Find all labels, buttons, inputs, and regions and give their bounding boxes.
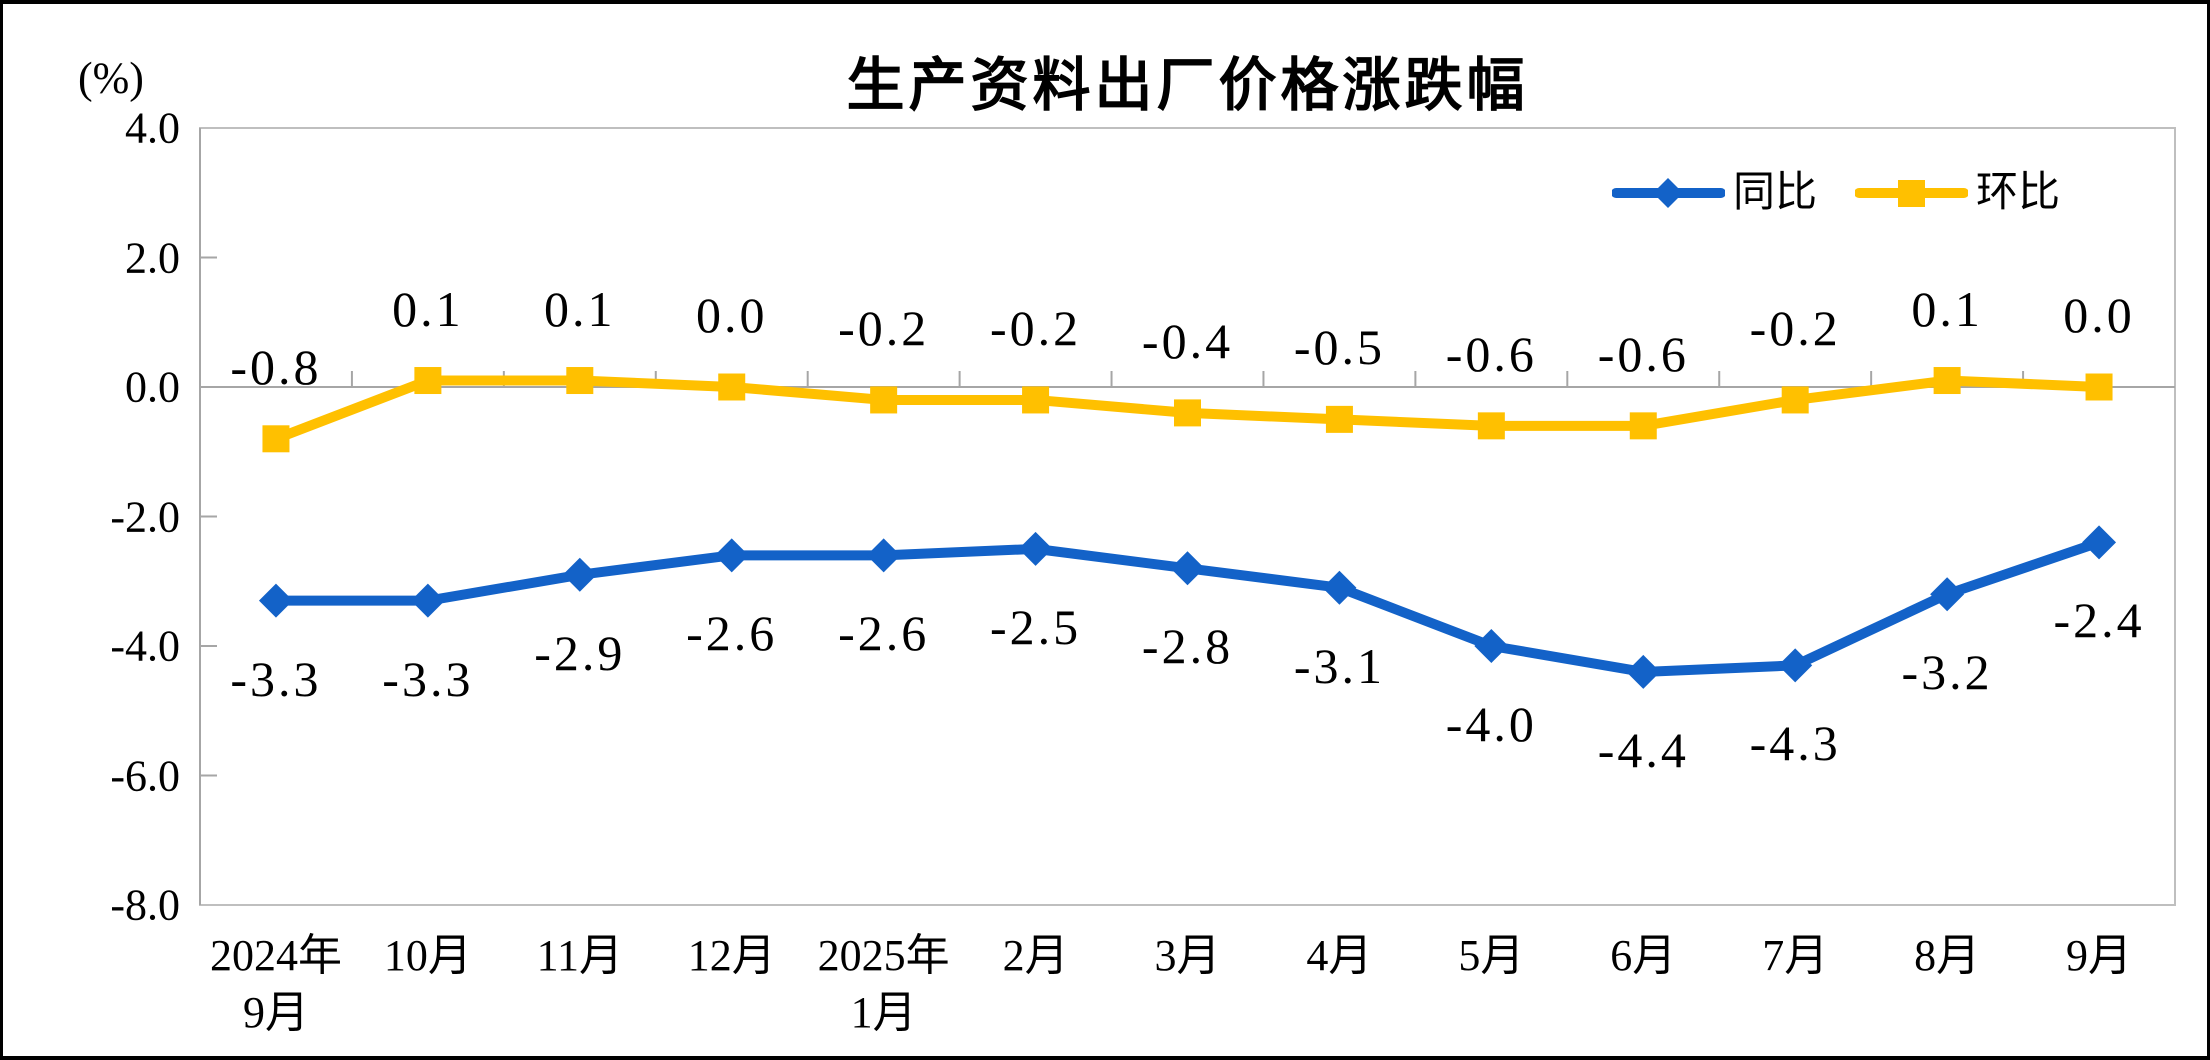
data-label: -0.2 bbox=[838, 299, 930, 356]
x-tick-label: 7月 bbox=[1762, 931, 1829, 980]
series-marker-1 bbox=[1477, 412, 1505, 440]
series-marker-1 bbox=[566, 367, 594, 395]
data-label: -3.1 bbox=[1293, 637, 1385, 694]
legend-label-yoy: 同比 bbox=[1733, 170, 1818, 216]
x-tick-label: 6月 bbox=[1610, 931, 1677, 980]
y-tick-label: 0.0 bbox=[125, 362, 180, 412]
series-marker-1 bbox=[718, 373, 746, 401]
data-label: -4.0 bbox=[1445, 696, 1537, 752]
data-label: -0.2 bbox=[989, 299, 1082, 356]
data-label: -2.4 bbox=[2053, 592, 2145, 649]
series-marker-0 bbox=[410, 583, 445, 618]
data-label: -0.6 bbox=[1445, 325, 1537, 382]
series-marker-1 bbox=[1933, 367, 1961, 395]
plot-border bbox=[199, 127, 2176, 906]
x-tick-label: 12月 bbox=[687, 931, 776, 980]
data-label: -4.3 bbox=[1749, 715, 1841, 772]
series-marker-1 bbox=[1325, 405, 1353, 433]
data-label: -0.6 bbox=[1597, 325, 1689, 382]
series-marker-0 bbox=[1170, 551, 1205, 586]
series-marker-0 bbox=[1930, 577, 1965, 612]
data-label: -2.6 bbox=[686, 605, 778, 662]
series-marker-0 bbox=[1018, 531, 1053, 566]
series-marker-0 bbox=[258, 583, 293, 618]
series-marker-1 bbox=[1022, 386, 1050, 414]
x-tick-label: 3月 bbox=[1154, 931, 1221, 980]
series-marker-0 bbox=[562, 557, 597, 592]
data-label: -0.2 bbox=[1749, 299, 1841, 356]
series-marker-1 bbox=[2085, 373, 2113, 401]
series-marker-0 bbox=[866, 538, 901, 573]
y-tick-label: -2.0 bbox=[110, 492, 180, 541]
x-tick-label: 5月 bbox=[1458, 931, 1525, 980]
series-marker-1 bbox=[1174, 399, 1201, 427]
chart-title: 生产资料出厂价格涨跌幅 bbox=[846, 53, 1529, 118]
legend-item-yoy[interactable]: 同比 bbox=[1612, 170, 1817, 216]
data-label: -2.8 bbox=[1141, 618, 1234, 675]
x-tick-label: 8月 bbox=[1914, 931, 1981, 980]
data-label: 0.0 bbox=[2063, 287, 2135, 343]
data-label: 0.1 bbox=[1911, 280, 1983, 337]
data-label: -2.6 bbox=[838, 605, 930, 662]
y-tick-label: -6.0 bbox=[110, 751, 180, 800]
y-axis-unit-label: (%) bbox=[78, 53, 144, 103]
data-label: 0.1 bbox=[392, 280, 464, 337]
series-marker-0 bbox=[1474, 629, 1509, 663]
series-marker-1 bbox=[870, 386, 898, 414]
x-tick-label: 2025年 1月 bbox=[817, 931, 950, 1037]
series-marker-0 bbox=[1626, 654, 1661, 689]
data-label: -4.4 bbox=[1597, 721, 1689, 778]
series-marker-1 bbox=[262, 425, 290, 453]
data-label: -3.2 bbox=[1901, 644, 1993, 701]
data-label: -0.5 bbox=[1293, 319, 1385, 376]
series-marker-0 bbox=[1778, 648, 1813, 683]
series-marker-0 bbox=[2082, 525, 2117, 560]
series-marker-0 bbox=[1322, 570, 1357, 605]
x-tick-label: 4月 bbox=[1306, 931, 1373, 980]
mom-line-swatch-icon bbox=[1855, 180, 1969, 207]
y-tick-label: 4.0 bbox=[125, 103, 180, 153]
x-tick-label: 11月 bbox=[536, 931, 623, 980]
legend-label-mom: 环比 bbox=[1976, 170, 2061, 216]
data-label: -2.9 bbox=[534, 624, 626, 681]
data-label: -0.4 bbox=[1141, 312, 1234, 369]
series-marker-1 bbox=[414, 367, 442, 395]
data-label: -3.3 bbox=[230, 650, 322, 707]
x-tick-label: 9月 bbox=[2066, 931, 2133, 980]
data-label: -0.8 bbox=[230, 338, 322, 395]
series-marker-1 bbox=[1629, 412, 1657, 440]
y-tick-label: 2.0 bbox=[125, 233, 180, 282]
data-label: -3.3 bbox=[382, 650, 474, 707]
y-tick-label: -4.0 bbox=[110, 621, 180, 671]
data-label: 0.1 bbox=[544, 280, 616, 337]
legend: 同比 环比 bbox=[1612, 170, 2060, 216]
x-tick-label: 2月 bbox=[1002, 931, 1069, 980]
x-tick-label: 2024年 9月 bbox=[209, 931, 342, 1037]
legend-item-mom[interactable]: 环比 bbox=[1855, 170, 2060, 216]
y-tick-label: -8.0 bbox=[110, 880, 180, 930]
x-tick-label: 10月 bbox=[383, 931, 472, 980]
series-marker-1 bbox=[1781, 386, 1809, 414]
yoy-line-swatch-icon bbox=[1612, 178, 1725, 208]
data-label: -2.5 bbox=[989, 598, 1082, 655]
data-label: 0.0 bbox=[695, 287, 768, 343]
series-marker-0 bbox=[714, 538, 749, 573]
